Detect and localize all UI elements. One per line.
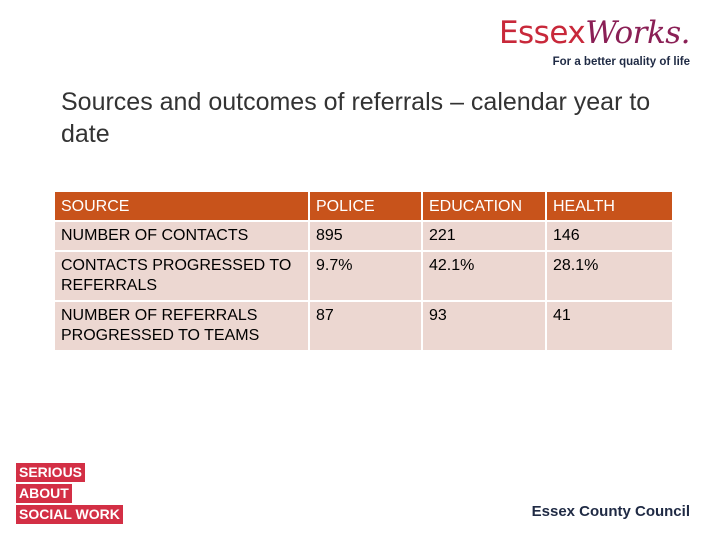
- row-label: NUMBER OF CONTACTS: [55, 220, 310, 251]
- header-police: POLICE: [309, 192, 423, 221]
- badge-line: SOCIAL WORK: [16, 505, 123, 524]
- logo-essex: Essex: [498, 15, 586, 51]
- cell-health: 28.1%: [546, 250, 672, 301]
- cell-police: 9.7%: [309, 250, 423, 301]
- logo-tagline: For a better quality of life: [552, 56, 690, 68]
- council-name: Essex County Council: [531, 503, 690, 520]
- referrals-table: SOURCE POLICE EDUCATION HEALTH NUMBER OF…: [55, 192, 672, 350]
- cell-education: 93: [422, 300, 547, 350]
- essexworks-logo: EssexWorks. For a better quality of life: [498, 15, 691, 68]
- logo-works: Works.: [585, 15, 690, 51]
- table-row: NUMBER OF REFERRALS PROGRESSED TO TEAMS …: [55, 300, 672, 350]
- logo-wordmark: EssexWorks.: [498, 15, 691, 51]
- cell-education: 221: [422, 220, 547, 251]
- badge-line: SERIOUS: [16, 463, 86, 482]
- header-education: EDUCATION: [422, 192, 547, 221]
- cell-education: 42.1%: [422, 250, 547, 301]
- cell-police: 895: [309, 220, 423, 251]
- header-source: SOURCE: [55, 192, 310, 221]
- slide-title: Sources and outcomes of referrals – cale…: [61, 88, 651, 148]
- row-label: CONTACTS PROGRESSED TO REFERRALS: [55, 250, 310, 301]
- cell-health: 41: [546, 300, 672, 350]
- table-row: NUMBER OF CONTACTS 895 221 146: [55, 220, 672, 251]
- cell-police: 87: [309, 300, 423, 350]
- table-header-row: SOURCE POLICE EDUCATION HEALTH: [55, 192, 672, 221]
- row-label: NUMBER OF REFERRALS PROGRESSED TO TEAMS: [55, 300, 310, 350]
- header-health: HEALTH: [546, 192, 672, 221]
- table-row: CONTACTS PROGRESSED TO REFERRALS 9.7% 42…: [55, 250, 672, 301]
- serious-about-social-work-badge: SERIOUS ABOUT SOCIAL WORK: [16, 463, 123, 526]
- badge-line: ABOUT: [16, 484, 72, 503]
- cell-health: 146: [546, 220, 672, 251]
